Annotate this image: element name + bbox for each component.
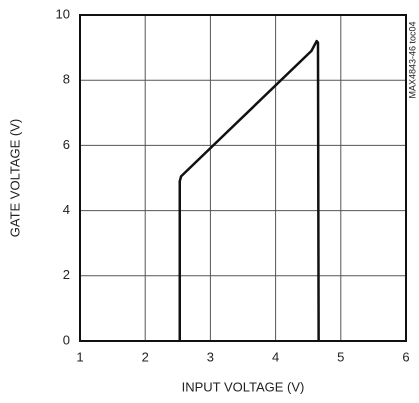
x-tick-label: 5 (337, 349, 344, 364)
x-tick-label: 3 (207, 349, 214, 364)
y-tick-label: 0 (63, 332, 70, 347)
y-tick-label: 6 (63, 137, 70, 152)
y-tick-label: 4 (63, 202, 70, 217)
x-tick-label: 6 (402, 349, 409, 364)
annotation: MAX4843-46 toc04 (407, 21, 417, 98)
plot-frame (79, 14, 407, 342)
data-line (178, 39, 320, 342)
x-tick-label: 1 (76, 349, 83, 364)
y-tick-label: 8 (63, 72, 70, 87)
x-tick-label: 4 (272, 349, 279, 364)
x-axis-label: INPUT VOLTAGE (V) (182, 379, 305, 394)
y-tick-label: 10 (56, 6, 70, 21)
y-axis-label: GATE VOLTAGE (V) (7, 119, 22, 237)
y-tick-label: 2 (63, 267, 70, 282)
x-tick-label: 2 (142, 349, 149, 364)
